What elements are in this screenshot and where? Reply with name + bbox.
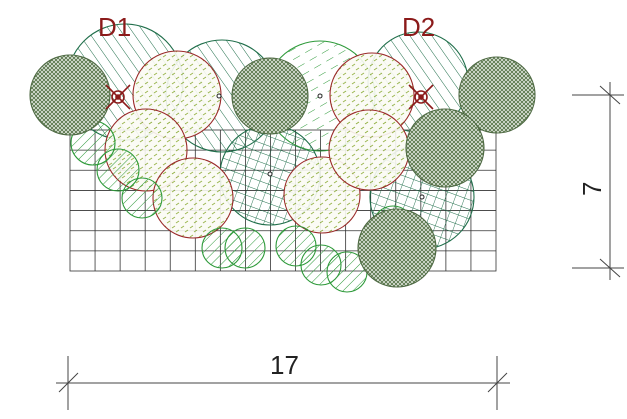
small-shrub	[96, 148, 140, 192]
plant-layer	[29, 23, 536, 293]
drain-symbol-d2	[408, 84, 434, 110]
conifer-canopy	[357, 208, 437, 288]
small-shrub	[121, 177, 163, 219]
drain-symbol-d1	[105, 84, 131, 110]
label-d2: D2	[402, 12, 435, 42]
width-dimension-line	[56, 356, 510, 410]
label-d1: D1	[98, 12, 131, 42]
width-dimension-value: 17	[270, 350, 299, 380]
shrub-canopy	[152, 157, 234, 239]
height-dimension-line	[572, 82, 624, 280]
conifer-canopy	[405, 108, 485, 188]
small-shrub	[224, 227, 266, 269]
height-dimension-value: 7	[577, 182, 607, 196]
shrub-canopy	[328, 109, 410, 191]
conifer-canopy	[29, 54, 111, 136]
conifer-canopy	[231, 57, 309, 135]
conifer-canopy	[458, 56, 536, 134]
center-marks	[216, 93, 425, 200]
